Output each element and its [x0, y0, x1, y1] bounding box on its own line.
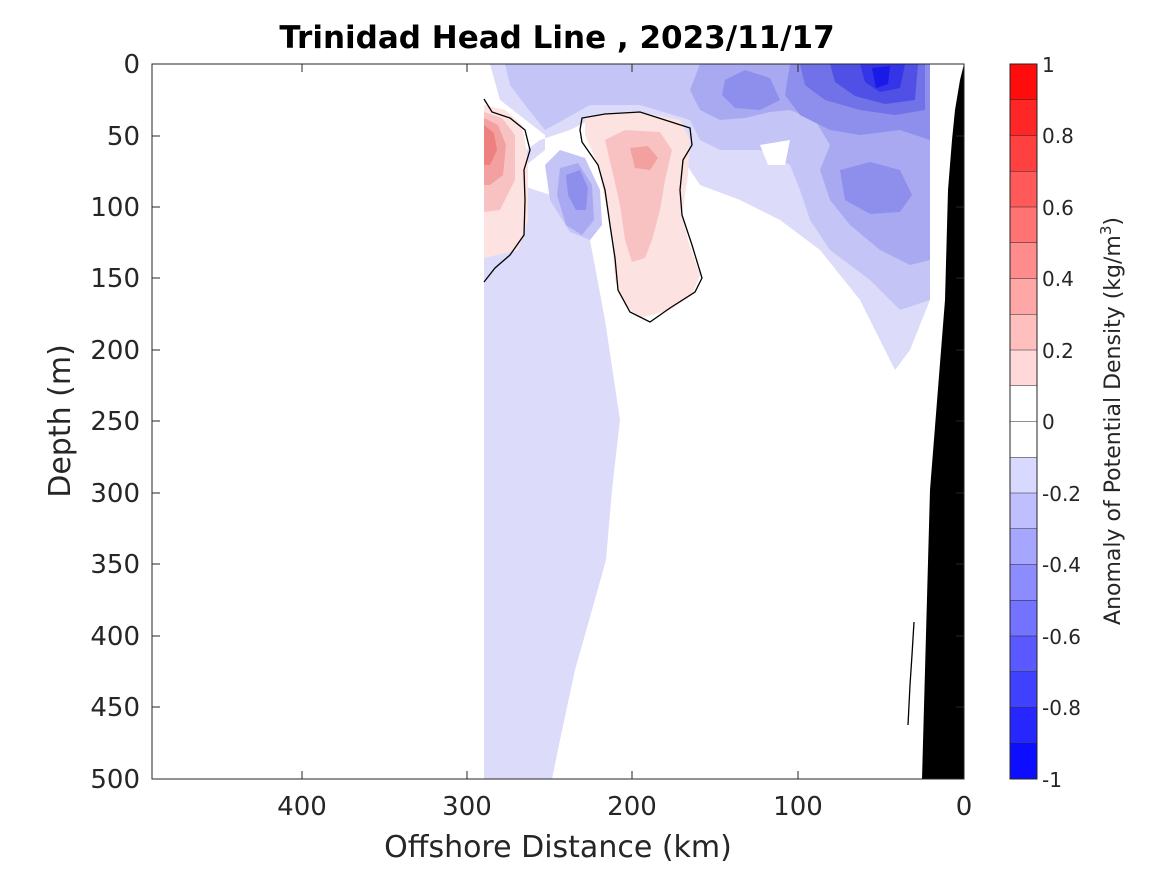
y-tick-label: 200 — [90, 336, 140, 366]
colorbar-bin — [1010, 64, 1037, 101]
neg-anomaly-level-5d — [566, 170, 588, 210]
colorbar-tick-label: 0.2 — [1042, 339, 1074, 363]
colorbar-bin — [1010, 278, 1037, 315]
colorbar-bin — [1010, 457, 1037, 494]
x-tick-label: 0 — [956, 792, 973, 822]
chart-title: Trinidad Head Line , 2023/11/17 — [279, 20, 834, 56]
tick-marks — [152, 64, 964, 779]
zero-contour-central — [579, 111, 703, 323]
plot-area — [151, 63, 965, 780]
neg-anomaly-level-5a — [722, 70, 780, 110]
pos-anomaly-central-3 — [630, 146, 658, 170]
colorbar-label-close: ) — [1101, 217, 1126, 226]
colorbar-tick-label: 0.6 — [1042, 196, 1074, 220]
colorbar-tick-label: 0.8 — [1042, 124, 1074, 148]
colorbar-bin — [1010, 207, 1037, 244]
y-tick-label: 350 — [90, 550, 140, 580]
colorbar-tick-label: -0.4 — [1042, 553, 1081, 577]
neg-anomaly-level-5c — [840, 162, 912, 214]
colorbar-bin — [1010, 135, 1037, 172]
colorbar-tick-label: -0.6 — [1042, 625, 1081, 649]
contour-field — [483, 64, 964, 779]
neg-anomaly-tongue — [484, 180, 620, 779]
y-tick-label: 450 — [90, 693, 140, 723]
x-tick-label: 200 — [607, 792, 657, 822]
zero-gap — [760, 140, 790, 165]
y-tick-label: 100 — [90, 193, 140, 223]
colorbar-bin — [1010, 600, 1037, 637]
zero-contour-nearshore — [907, 621, 915, 726]
colorbar-bin — [1010, 421, 1037, 458]
colorbar-tick-label: -0.8 — [1042, 696, 1081, 720]
y-tick-label: 500 — [90, 765, 140, 795]
zero-contour-west — [483, 98, 531, 283]
colorbar-bins — [1010, 64, 1037, 780]
x-tick-label: 300 — [442, 792, 492, 822]
x-axis-label: Offshore Distance (km) — [384, 830, 732, 865]
colorbar-bin — [1010, 242, 1037, 279]
colorbar-bin — [1010, 528, 1037, 565]
pos-anomaly-central-2 — [605, 130, 672, 262]
colorbar-bin — [1010, 564, 1037, 601]
colorbar-bin — [1010, 314, 1037, 351]
colorbar-bin — [1010, 636, 1037, 673]
colorbar-tick-label: -1 — [1042, 768, 1062, 792]
neg-anomaly-core — [872, 66, 890, 88]
bathymetry-shelf — [922, 64, 964, 779]
colorbar-bin — [1010, 99, 1037, 136]
colorbar-label-text: Anomaly of Potential Density (kg/m — [1101, 235, 1126, 625]
colorbar-label: Anomaly of Potential Density (kg/m3) — [1097, 217, 1126, 625]
y-axis-label: Depth (m) — [43, 344, 78, 498]
y-tick-label: 300 — [90, 479, 140, 509]
x-tick-label: 100 — [773, 792, 823, 822]
colorbar-bin — [1010, 707, 1037, 744]
colorbar-tick-labels: 1 0.8 0.6 0.4 0.2 0 -0.2 -0.4 -0.6 -0.8 … — [1042, 53, 1081, 792]
y-tick-label: 0 — [123, 50, 140, 80]
colorbar-tick-label: -0.2 — [1042, 482, 1081, 506]
y-tick-label: 150 — [90, 264, 140, 294]
colorbar-bin — [1010, 671, 1037, 708]
colorbar-bin — [1010, 171, 1037, 208]
x-tick-label: 400 — [277, 792, 327, 822]
colorbar-frame — [1009, 63, 1038, 780]
colorbar-bin — [1010, 743, 1037, 780]
zero-gap-small — [515, 447, 526, 452]
colorbar-bin — [1010, 350, 1037, 387]
y-tick-label: 400 — [90, 622, 140, 652]
y-tick-labels: 0 50 100 150 200 250 300 350 400 450 500 — [90, 50, 140, 795]
colorbar-tick-label: 0 — [1042, 410, 1055, 434]
colorbar-bin — [1010, 493, 1037, 530]
x-tick-labels: 400 300 200 100 0 — [277, 792, 972, 822]
colorbar-tick-label: 0.4 — [1042, 267, 1074, 291]
pos-anomaly-west-4 — [484, 125, 497, 165]
y-tick-label: 50 — [107, 122, 140, 152]
colorbar: 1 0.8 0.6 0.4 0.2 0 -0.2 -0.4 -0.6 -0.8 … — [1009, 53, 1126, 792]
colorbar-tick-label: 1 — [1042, 53, 1055, 77]
y-tick-label: 250 — [90, 407, 140, 437]
colorbar-label-superscript: 3 — [1097, 226, 1115, 236]
colorbar-bin — [1010, 385, 1037, 422]
